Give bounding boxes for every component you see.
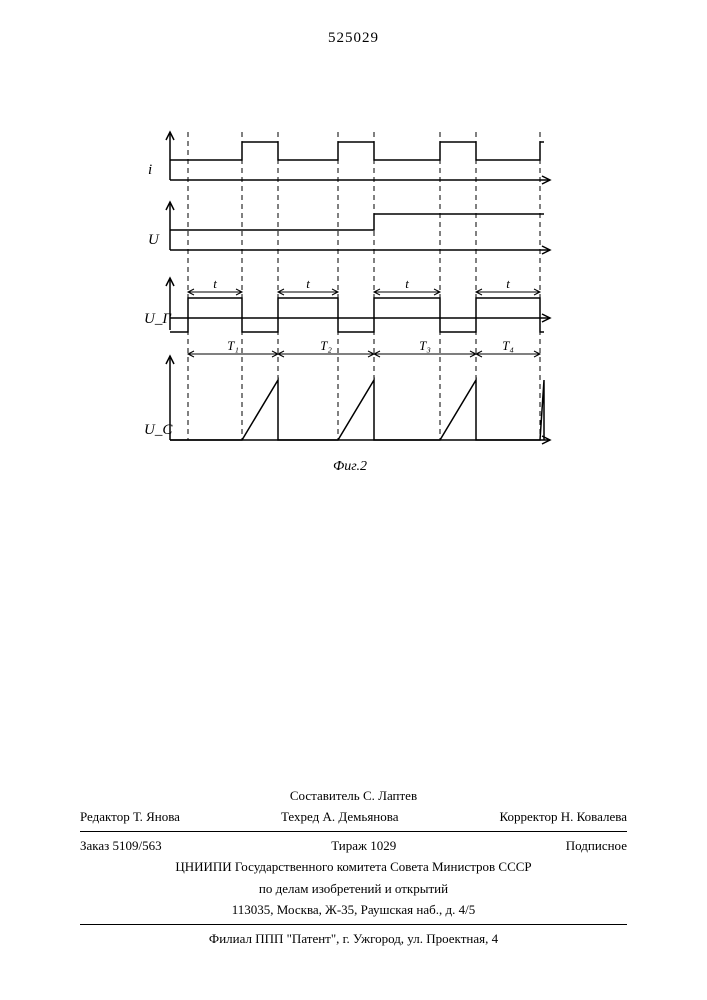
svg-text:T₁: T₁ [227, 338, 239, 353]
publication-footer: Составитель С. Лаптев Редактор Т. Янова … [80, 784, 627, 951]
timing-diagram: i U U_Г t t t t U_C T₁ T₂ T₃ T₄ Фиг.2 [130, 120, 570, 500]
page-number: 525029 [0, 30, 707, 47]
svg-text:U_Г: U_Г [144, 311, 172, 327]
svg-text:U_C: U_C [144, 422, 173, 438]
svg-text:T₄: T₄ [502, 338, 514, 353]
svg-text:t: t [506, 276, 510, 291]
svg-text:t: t [306, 276, 310, 291]
svg-text:T₂: T₂ [320, 338, 332, 353]
order-label: Заказ 5109/563 [80, 836, 162, 856]
corrector-label: Корректор Н. Ковалева [500, 807, 627, 827]
svg-text:t: t [405, 276, 409, 291]
footer-rule-1 [80, 831, 627, 832]
footer-rule-2 [80, 924, 627, 925]
branch-line: Филиал ППП "Патент", г. Ужгород, ул. Про… [80, 929, 627, 949]
org-line-2: по делам изобретений и открытий [80, 879, 627, 899]
subscription-label: Подписное [566, 836, 627, 856]
org-line-1: ЦНИИПИ Государственного комитета Совета … [80, 857, 627, 877]
svg-text:U: U [148, 232, 160, 248]
svg-text:t: t [213, 276, 217, 291]
editor-label: Редактор Т. Янова [80, 807, 180, 827]
compiler-line: Составитель С. Лаптев [80, 786, 627, 806]
address-line: 113035, Москва, Ж-35, Раушская наб., д. … [80, 900, 627, 920]
tirazh-label: Тираж 1029 [331, 836, 396, 856]
svg-text:T₃: T₃ [419, 338, 431, 353]
svg-text:Фиг.2: Фиг.2 [333, 459, 367, 474]
techred-label: Техред А. Демьянова [281, 807, 399, 827]
svg-text:i: i [148, 162, 152, 178]
